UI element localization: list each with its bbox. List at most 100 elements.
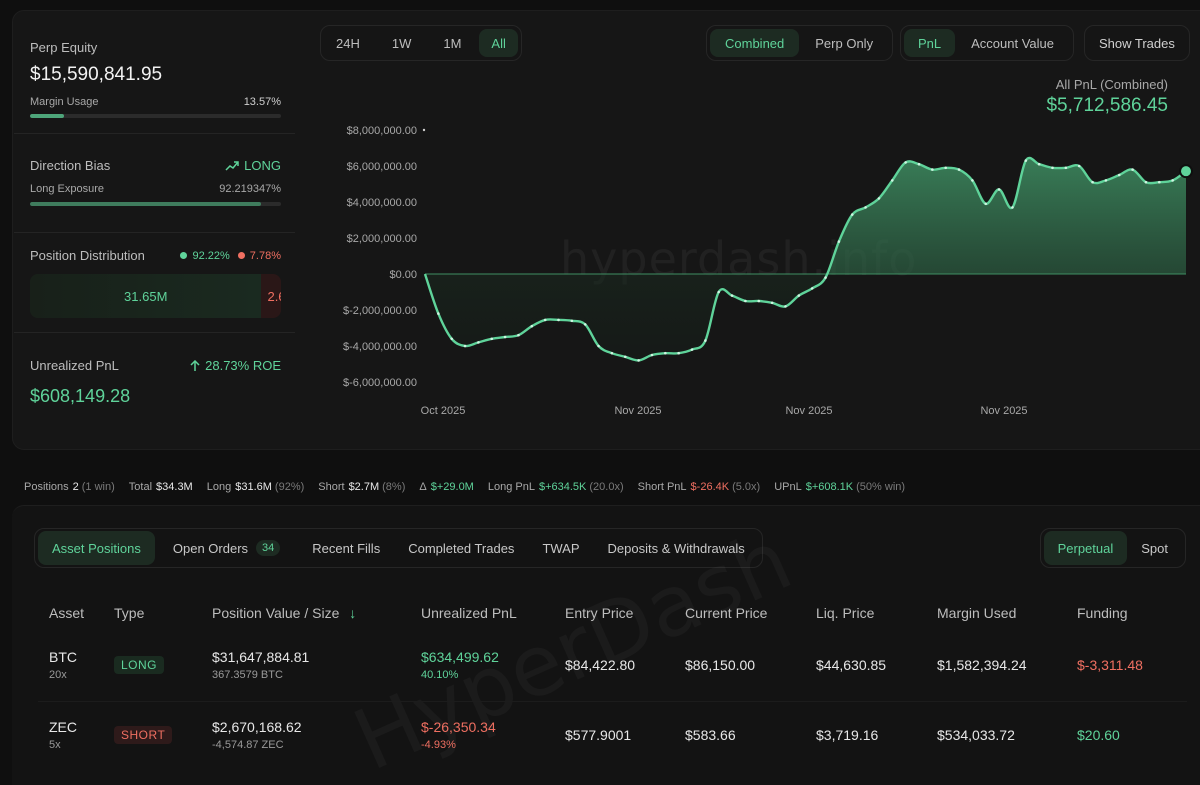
pnl-chart[interactable]: $8,000,000.00 $6,000,000.00 $4,000,000.00 $…	[320, 118, 1200, 428]
upnl-pct: -4.93%	[421, 739, 456, 752]
dist-short-segment: 2.67M	[261, 274, 281, 318]
position-size: 367.3579 BTC	[212, 668, 283, 681]
summary-long-pnl-note: (20.0x)	[589, 481, 624, 493]
summary-short-label: Short	[318, 481, 345, 493]
summary-long-pnl-value: $+634.5K	[538, 481, 587, 493]
table-row[interactable]: ZEC 5x SHORT $2,670,168.62 -4,574.87 ZEC…	[38, 700, 1187, 769]
y-tick-label: $-6,000,000.00	[343, 377, 417, 389]
data-point	[477, 341, 480, 344]
upnl-pct: 40.10%	[421, 668, 459, 681]
data-point	[557, 318, 560, 322]
summary-long-note: (92%)	[274, 481, 305, 493]
metric-selector: PnL Account Value	[900, 25, 1075, 61]
mode-perp-only[interactable]: Perp Only	[815, 35, 874, 51]
timeframe-1w[interactable]: 1W	[391, 35, 412, 51]
data-point	[690, 348, 694, 351]
tab-open-orders[interactable]: Open Orders 34	[159, 531, 294, 565]
data-point	[490, 337, 494, 341]
data-point	[704, 339, 707, 342]
divider	[14, 332, 295, 333]
table-row[interactable]: BTC 20x LONG $31,647,884.81 367.3579 BTC…	[38, 629, 1187, 701]
summary-delta-value: $+29.0M	[430, 481, 474, 493]
direction-bias-value: LONG	[244, 158, 281, 173]
x-tick-label: Nov 2025	[980, 405, 1027, 417]
margin-usage-bar	[30, 114, 281, 118]
tab-asset-positions[interactable]: Asset Positions	[38, 531, 155, 565]
tab-recent-fills[interactable]: Recent Fills	[312, 540, 381, 556]
y-tick-label: $-2,000,000.00	[343, 305, 417, 317]
margin-usage-label: Margin Usage	[30, 96, 99, 108]
col-funding[interactable]: Funding	[1077, 605, 1128, 621]
summary-short-pnl-label: Short PnL	[637, 481, 687, 493]
margin-used: $534,033.72	[937, 700, 1077, 769]
summary-long-pnl-label: Long PnL	[487, 481, 535, 493]
asset-symbol: BTC	[49, 648, 77, 665]
col-margin-used[interactable]: Margin Used	[937, 605, 1017, 621]
data-point	[1157, 180, 1161, 184]
metric-pnl[interactable]: PnL	[904, 29, 956, 57]
tab-spot[interactable]: Spot	[1141, 540, 1168, 556]
long-dot-icon	[180, 252, 188, 259]
col-asset[interactable]: Asset	[49, 605, 85, 621]
x-tick-label: Nov 2025	[785, 405, 832, 417]
summary-upnl-note: (50% win)	[856, 481, 906, 493]
current-price: $583.66	[685, 700, 816, 769]
position-distribution-label: Position Distribution	[30, 248, 145, 263]
timeframe-1m[interactable]: 1M	[443, 35, 462, 51]
data-point	[997, 188, 1001, 191]
long-exposure-bar	[30, 202, 281, 206]
data-point	[784, 305, 787, 308]
data-point	[984, 202, 988, 206]
liq-price: $3,719.16	[816, 700, 937, 769]
y-tick-label: $4,000,000.00	[347, 197, 417, 209]
mode-selector: Combined Perp Only	[706, 25, 894, 61]
mode-combined[interactable]: Combined	[710, 29, 800, 57]
arrow-up-icon	[190, 359, 200, 371]
x-tick-label: Oct 2025	[421, 405, 466, 417]
data-point	[744, 299, 747, 303]
col-entry-price[interactable]: Entry Price	[565, 605, 634, 621]
data-point	[850, 213, 854, 216]
data-point	[650, 353, 654, 357]
col-liq-price[interactable]: Liq. Price	[816, 605, 875, 621]
current-price: $86,150.00	[685, 656, 756, 673]
unrealized-pnl-value: $608,149.28	[30, 386, 131, 406]
tab-twap[interactable]: TWAP	[542, 540, 580, 556]
area-negative	[425, 274, 1186, 361]
data-point	[944, 166, 947, 170]
data-point	[570, 319, 574, 323]
data-point	[717, 290, 721, 294]
dist-long-segment: 31.65M	[30, 274, 262, 318]
data-point	[1144, 180, 1148, 184]
col-current-price[interactable]: Current Price	[685, 605, 768, 621]
timeframe-selector: 24H 1W 1M All	[320, 25, 522, 61]
data-point	[877, 197, 881, 200]
timeframe-all[interactable]: All	[479, 29, 518, 57]
summary-short-pnl-value: $-26.4K	[690, 481, 730, 493]
pnl-value: $5,712,586.45	[1046, 95, 1168, 116]
col-position-value[interactable]: Position Value / Size ↓	[212, 597, 421, 629]
divider	[14, 133, 295, 134]
show-trades-button[interactable]: Show Trades	[1099, 35, 1175, 51]
asset-leverage: 20x	[49, 668, 67, 681]
metric-account-value[interactable]: Account Value	[971, 35, 1055, 51]
positions-tabs: Asset Positions Open Orders 34 Recent Fi…	[34, 528, 763, 568]
show-trades-toggle: Show Trades	[1084, 25, 1190, 61]
margin-usage-bar-fill	[30, 114, 65, 118]
tab-perpetual[interactable]: Perpetual	[1043, 531, 1128, 565]
tab-completed-trades[interactable]: Completed Trades	[408, 540, 515, 556]
data-point	[463, 344, 467, 348]
data-point	[1131, 168, 1134, 171]
direction-bias-label: Direction Bias	[30, 158, 111, 173]
y-tick-label: $6,000,000.00	[347, 161, 417, 173]
dist-short-pct: 7.78%	[249, 249, 281, 262]
timeframe-24h[interactable]: 24H	[336, 35, 360, 51]
position-distribution-header: Position Distribution 92.22% 7.78%	[30, 248, 281, 263]
sort-down-icon: ↓	[349, 605, 357, 621]
tab-deposits-withdrawals[interactable]: Deposits & Withdrawals	[607, 540, 745, 556]
funding-value: $-3,311.48	[1077, 656, 1143, 673]
col-type[interactable]: Type	[114, 605, 145, 621]
col-unrealized-pnl[interactable]: Unrealized PnL	[421, 605, 517, 621]
summary-long-label: Long	[206, 481, 232, 493]
summary-long-value: $31.6M	[235, 481, 272, 493]
